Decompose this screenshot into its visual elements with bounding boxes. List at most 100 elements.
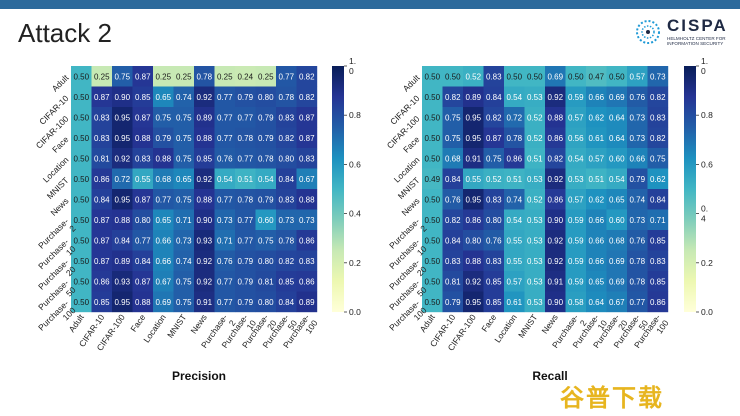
cell-value-label: 0.88 (135, 134, 151, 143)
cell-value-label: 0.66 (155, 257, 171, 266)
cell-value-label: 0.75 (445, 134, 461, 143)
heatmap-cell (627, 189, 648, 210)
cell-value-label: 0.76 (217, 257, 233, 266)
cell-value-label: 0.86 (94, 277, 110, 286)
heatmap-cell (463, 250, 484, 272)
heatmap-cell (276, 107, 297, 128)
cell-value-label: 0.59 (568, 277, 584, 286)
cell-value-label: 0.71 (217, 236, 233, 245)
heatmap-cell (91, 250, 113, 272)
cell-value-label: 0.88 (135, 298, 151, 307)
heatmap-cell (214, 291, 236, 313)
cell-value-label: 0.78 (629, 277, 645, 286)
heatmap-cell (296, 209, 318, 231)
cell-value-label: 0.68 (445, 154, 461, 163)
heatmap-cell (627, 291, 648, 313)
cell-value-label: 0.77 (237, 113, 253, 122)
cell-value-label: 0.69 (155, 298, 171, 307)
heatmap-cell (422, 107, 443, 128)
heatmap-cell (71, 148, 92, 169)
cell-value-label: 0.87 (135, 277, 151, 286)
heatmap-cell (153, 271, 174, 292)
heatmap-cell (586, 230, 607, 251)
heatmap-cell (235, 148, 256, 169)
cell-value-label: 0.53 (527, 298, 543, 307)
cell-value-label: 0.56 (568, 134, 584, 143)
cell-value-label: 0.83 (94, 113, 110, 122)
heatmap-cell (214, 189, 236, 210)
cell-value-label: 0.95 (465, 113, 481, 122)
heatmap-cell (463, 271, 484, 292)
cell-value-label: 0.50 (73, 93, 89, 102)
cell-value-label: 0.57 (568, 113, 584, 122)
colorbar-tick-label: 0.6 (349, 159, 361, 169)
cell-value-label: 0.51 (237, 175, 253, 184)
cell-value-label: 0.82 (650, 134, 666, 143)
cell-value-label: 0.89 (114, 257, 130, 266)
cell-value-label: 0.89 (299, 298, 315, 307)
cell-value-label: 0.60 (258, 216, 274, 225)
cell-value-label: 0.88 (196, 134, 212, 143)
cell-value-label: 0.82 (299, 72, 315, 81)
heatmap-cell (627, 127, 648, 149)
cell-value-label: 0.50 (73, 154, 89, 163)
cell-value-label: 0.83 (278, 195, 294, 204)
heatmap-cell (173, 250, 195, 272)
heatmap-cell (214, 86, 236, 108)
cell-value-label: 0.93 (196, 236, 212, 245)
heatmap-cell (91, 107, 113, 128)
cell-value-label: 0.81 (94, 154, 110, 163)
cell-value-label: 0.50 (424, 154, 440, 163)
cell-value-label: 0.76 (629, 236, 645, 245)
cell-value-label: 0.77 (217, 93, 233, 102)
cell-value-label: 0.50 (568, 72, 584, 81)
heatmap-cell (504, 107, 525, 128)
heatmap-cell (296, 189, 318, 210)
cell-value-label: 0.82 (445, 216, 461, 225)
heatmap-cell (422, 148, 443, 169)
cell-value-label: 0.52 (527, 134, 543, 143)
cell-value-label: 0.88 (547, 113, 563, 122)
heatmap-cell (483, 127, 505, 149)
heatmap-cell (255, 230, 277, 251)
cell-value-label: 0.88 (465, 257, 481, 266)
cell-value-label: 0.57 (506, 277, 522, 286)
cell-value-label: 0.50 (73, 195, 89, 204)
cell-value-label: 0.66 (588, 93, 604, 102)
heatmap-cell (214, 230, 236, 251)
cell-value-label: 0.79 (445, 298, 461, 307)
cell-value-label: 0.50 (424, 257, 440, 266)
heatmap-cell (422, 271, 443, 292)
heatmap-cell (112, 66, 133, 87)
cell-value-label: 0.50 (73, 72, 89, 81)
cispa-logo-icon (636, 20, 660, 44)
heatmap-cell (153, 66, 174, 87)
cell-value-label: 0.64 (609, 134, 625, 143)
heatmap-cell (483, 209, 505, 231)
cell-value-label: 0.79 (237, 257, 253, 266)
cell-value-label: 0.50 (73, 298, 89, 307)
axis-title-recall: Recall (532, 369, 567, 383)
cell-value-label: 0.61 (588, 134, 604, 143)
cell-value-label: 0.87 (135, 195, 151, 204)
heatmap-cell (647, 66, 669, 87)
cell-value-label: 0.50 (424, 113, 440, 122)
brand-subtitle: HELMHOLTZ CENTER FOR INFORMATION SECURIT… (667, 36, 726, 46)
heatmap-cell (91, 209, 113, 231)
cell-value-label: 0.83 (486, 195, 502, 204)
colorbar-tick-label: 0.2 (701, 258, 713, 268)
cell-value-label: 0.65 (176, 175, 192, 184)
cell-value-label: 0.50 (73, 175, 89, 184)
x-tick-label: News (188, 312, 208, 335)
heatmap-cell (132, 86, 154, 108)
cell-value-label: 0.85 (94, 298, 110, 307)
cell-value-label: 0.65 (155, 93, 171, 102)
heatmap-cell (276, 189, 297, 210)
heatmap-cell (296, 148, 318, 169)
heatmap-cell (442, 168, 464, 190)
cell-value-label: 0.90 (196, 216, 212, 225)
heatmap-cell (483, 66, 505, 87)
heatmap-cell (71, 291, 92, 313)
cell-value-label: 0.53 (527, 93, 543, 102)
